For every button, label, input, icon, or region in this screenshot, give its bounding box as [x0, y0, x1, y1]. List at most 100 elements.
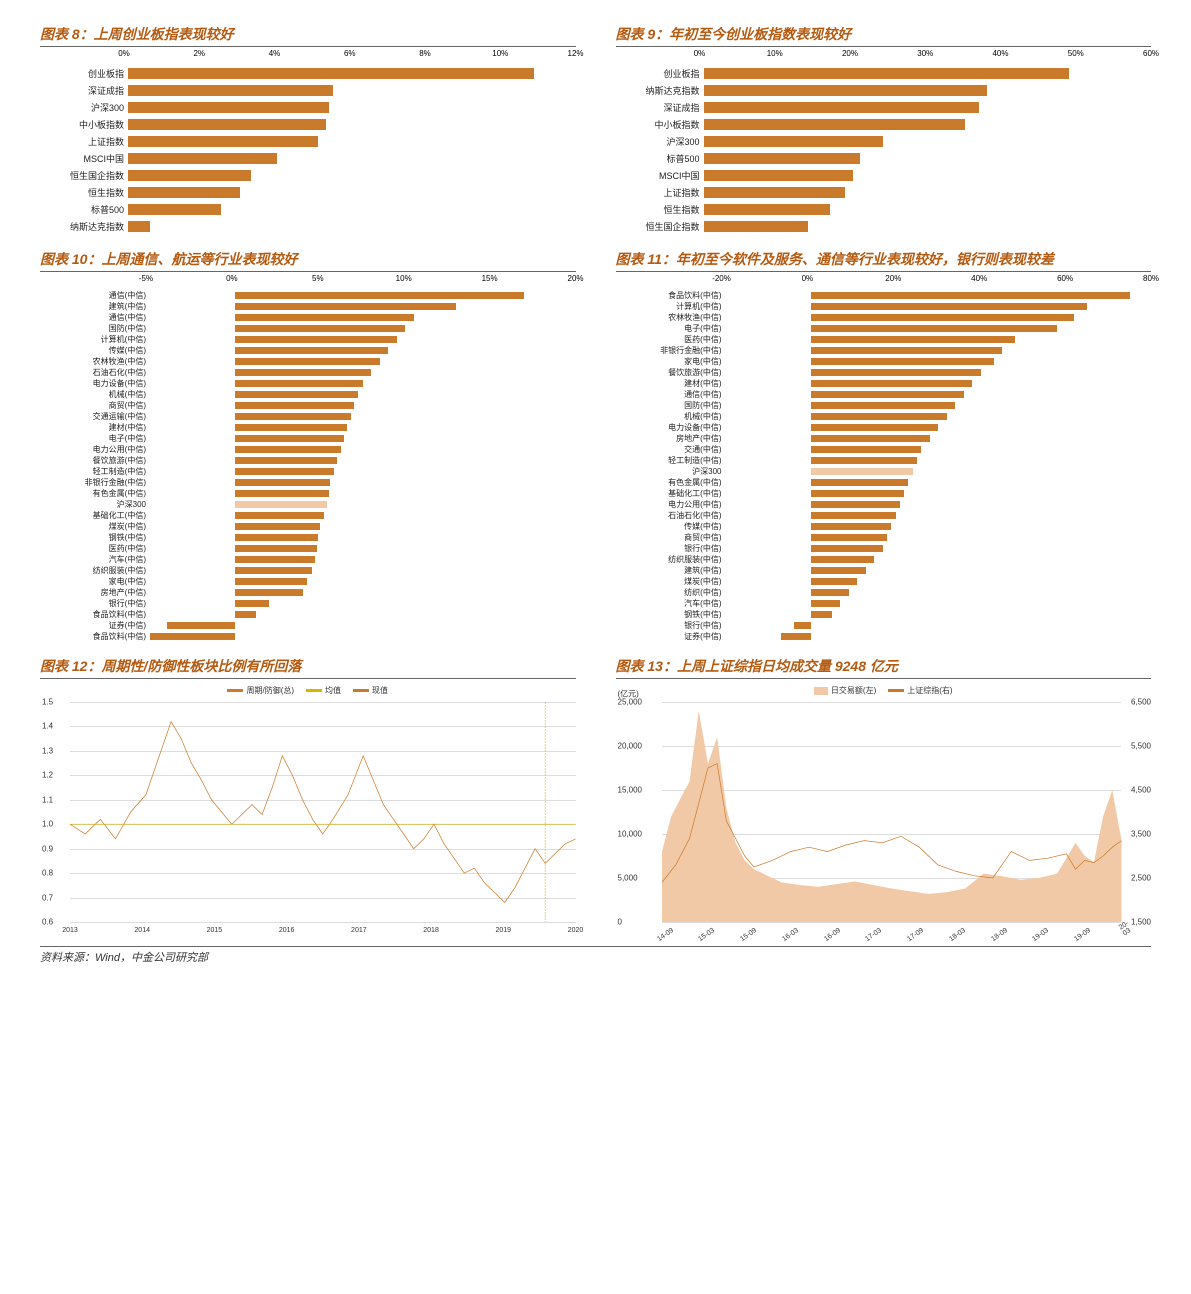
chart12: 0.60.70.80.91.01.11.21.31.41.52013201420…: [70, 702, 576, 922]
chart8-panel: 图表 8：上周创业板指表现较好 0%2%4%6%8%10%12%创业板指深证成指…: [40, 20, 576, 235]
bar-label: 通信(中信): [40, 290, 150, 301]
bar-label: 建筑(中信): [616, 565, 726, 576]
bar: [235, 611, 255, 618]
chart10: -5%0%5%10%15%20%通信(中信)建筑(中信)通信(中信)国防(中信)…: [146, 274, 576, 642]
bar: [128, 170, 251, 180]
bar: [235, 402, 354, 409]
bar: [235, 435, 344, 442]
bar-label: 家电(中信): [40, 576, 150, 587]
bar-label: 电力设备(中信): [40, 378, 150, 389]
bar-label: 建材(中信): [40, 422, 150, 433]
bar: [235, 347, 388, 354]
bar-label: 食品饮料(中信): [616, 290, 726, 301]
bar: [128, 68, 534, 78]
bar: [811, 501, 900, 508]
bar: [811, 446, 922, 453]
chart13-panel: 图表 13：上周上证综指日均成交量 9248 亿元 日交易额(左)上证综指(右)…: [616, 652, 1152, 922]
bar: [235, 479, 330, 486]
bar: [704, 102, 980, 112]
footer-rule: [40, 946, 1151, 947]
bar-label: 沪深300: [616, 466, 726, 477]
bar: [811, 402, 956, 409]
bar-label: 商贸(中信): [616, 532, 726, 543]
bar: [235, 501, 327, 508]
bar: [235, 446, 341, 453]
source-text: 资料来源：Wind，中金公司研究部: [40, 949, 1151, 965]
bar: [167, 622, 235, 629]
bar: [235, 556, 315, 563]
bar: [235, 567, 312, 574]
bar-label: 钢铁(中信): [616, 609, 726, 620]
bar: [811, 314, 1075, 321]
bar-label: 有色金属(中信): [40, 488, 150, 499]
bar-label: 家电(中信): [616, 356, 726, 367]
bar-label: 纳斯达克指数: [40, 220, 128, 233]
bar: [811, 391, 964, 398]
bar: [704, 68, 1069, 78]
bar-label: 恒生指数: [616, 203, 704, 216]
bar-label: 计算机(中信): [40, 334, 150, 345]
bar: [128, 136, 318, 146]
chart9-title: 图表 9：年初至今创业板指数表现较好: [616, 24, 1152, 47]
bar: [811, 380, 973, 387]
bar: [811, 325, 1058, 332]
bar-label: 恒生国企指数: [616, 220, 704, 233]
bar: [235, 457, 337, 464]
bar: [235, 523, 320, 530]
bar-label: 纳斯达克指数: [616, 84, 704, 97]
bar: [811, 468, 913, 475]
bar-label: 农林牧渔(中信): [40, 356, 150, 367]
bar-label: 创业板指: [40, 67, 128, 80]
bar-label: 创业板指: [616, 67, 704, 80]
bar-label: 非银行金融(中信): [40, 477, 150, 488]
chart13-legend: 日交易额(左)上证综指(右): [616, 685, 1152, 696]
bar-label: 轻工制造(中信): [616, 455, 726, 466]
bar: [128, 221, 150, 231]
bar-label: 食品饮料(中信): [40, 631, 150, 642]
bar-label: 通信(中信): [616, 389, 726, 400]
bar-label: 煤炭(中信): [40, 521, 150, 532]
chart8-title: 图表 8：上周创业板指表现较好: [40, 24, 576, 47]
bar: [811, 589, 849, 596]
bar-label: 建筑(中信): [40, 301, 150, 312]
chart11-panel: 图表 11：年初至今软件及服务、通信等行业表现较好，银行则表现较差 -20%0%…: [616, 245, 1152, 642]
bar: [811, 523, 892, 530]
bar-label: 煤炭(中信): [616, 576, 726, 587]
bar: [235, 325, 405, 332]
bar-label: 标普500: [40, 203, 128, 216]
bar: [235, 391, 358, 398]
bar-label: 医药(中信): [616, 334, 726, 345]
chart10-title: 图表 10：上周通信、航运等行业表现较好: [40, 249, 576, 272]
bar: [811, 358, 994, 365]
bar-label: 房地产(中信): [40, 587, 150, 598]
bar: [235, 490, 329, 497]
bar: [235, 369, 371, 376]
bar: [704, 221, 808, 231]
bar: [811, 457, 917, 464]
bar-label: 电子(中信): [616, 323, 726, 334]
bar: [811, 479, 909, 486]
bar-label: 银行(中信): [616, 543, 726, 554]
bar-label: 餐饮旅游(中信): [40, 455, 150, 466]
bar-label: 电力设备(中信): [616, 422, 726, 433]
bar-label: 上证指数: [40, 135, 128, 148]
bar-label: 纺织服装(中信): [40, 565, 150, 576]
bar-label: 纺织(中信): [616, 587, 726, 598]
bar-label: 基础化工(中信): [616, 488, 726, 499]
bar-label: 石油石化(中信): [616, 510, 726, 521]
bar-label: 有色金属(中信): [616, 477, 726, 488]
bar: [235, 314, 414, 321]
bar: [128, 102, 329, 112]
bar: [128, 85, 333, 95]
bar: [235, 336, 397, 343]
bar-label: 标普500: [616, 152, 704, 165]
bar: [128, 187, 240, 197]
bar-label: 传媒(中信): [616, 521, 726, 532]
bar-label: 商贸(中信): [40, 400, 150, 411]
chart9: 0%10%20%30%40%50%60%创业板指纳斯达克指数深证成指中小板指数沪…: [700, 49, 1152, 235]
bar: [811, 567, 866, 574]
bar-label: 深证成指: [616, 101, 704, 114]
bar: [781, 633, 811, 640]
bar: [811, 347, 1002, 354]
bar-label: 食品饮料(中信): [40, 609, 150, 620]
